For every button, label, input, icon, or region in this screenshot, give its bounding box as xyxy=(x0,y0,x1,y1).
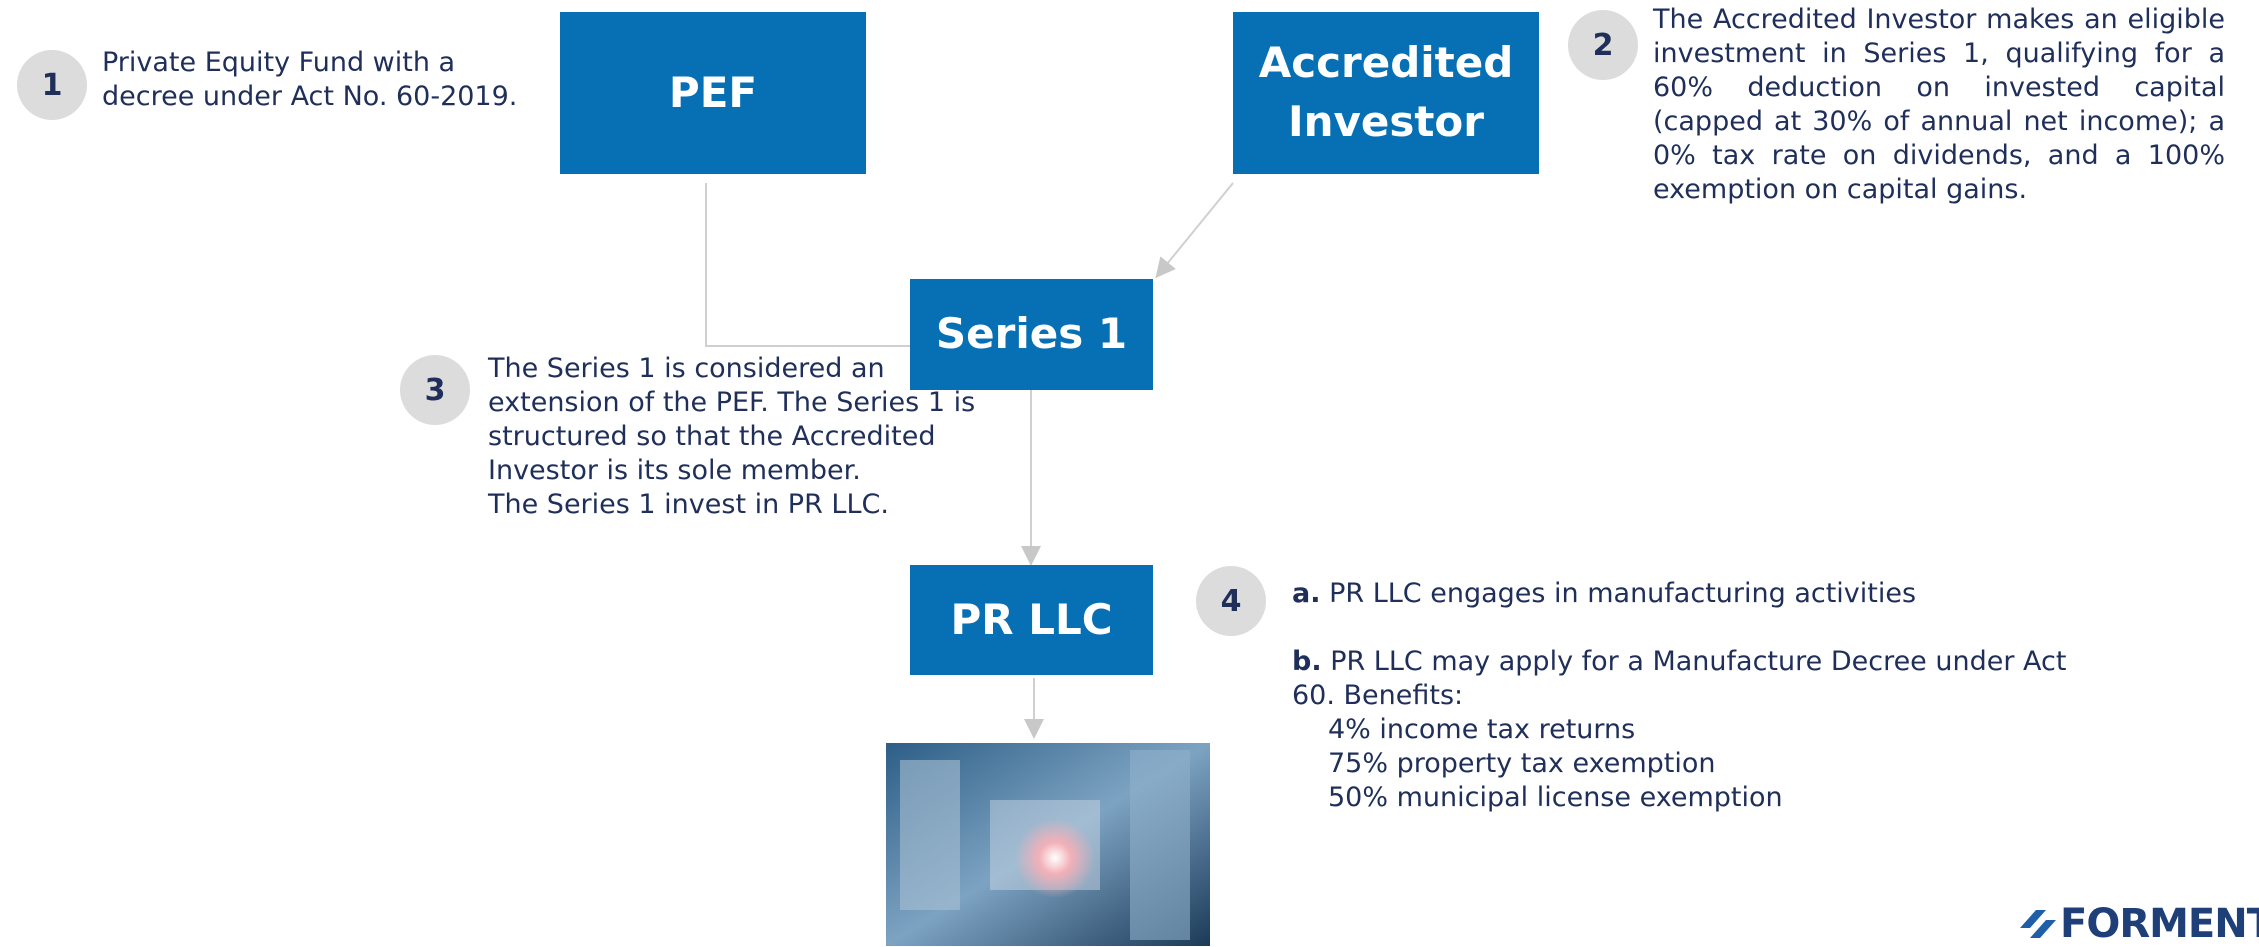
note-list: a. PR LLC engages in manufacturing activ… xyxy=(1292,577,2072,815)
factory-image xyxy=(886,743,1210,946)
connector xyxy=(706,183,910,346)
item: b. PR LLC may apply for a Manufacture De… xyxy=(1292,645,2072,713)
item-text: PR LLC engages in manufacturing activiti… xyxy=(1329,578,1916,609)
node-prllc: PR LLC xyxy=(910,565,1153,675)
benefit: 4% income tax returns xyxy=(1292,713,2072,747)
arrow xyxy=(1158,183,1233,275)
note-text: The Accredited Investor makes an eligibl… xyxy=(1653,3,2225,207)
benefit: 50% municipal license exemption xyxy=(1292,781,2072,815)
note-text: The Series 1 is considered an extension … xyxy=(488,352,1003,522)
logo-text: FORMENT xyxy=(2060,901,2259,947)
node-pef: PEF xyxy=(560,12,866,174)
node-investor: Accredited Investor xyxy=(1233,12,1539,174)
note-line: The Series 1 is considered an extension … xyxy=(488,352,1003,488)
step-number: 1 xyxy=(17,50,87,120)
step-number: 2 xyxy=(1568,10,1638,80)
page: PEF Accredited Investor Series 1 PR LLC … xyxy=(0,0,2259,946)
step-number: 3 xyxy=(400,355,470,425)
note-text: Private Equity Fund with a decree under … xyxy=(102,46,542,114)
note-line: The Series 1 invest in PR LLC. xyxy=(488,488,1003,522)
item-marker: a. xyxy=(1292,578,1320,609)
item: a. PR LLC engages in manufacturing activ… xyxy=(1292,577,2072,611)
item-text: PR LLC may apply for a Manufacture Decre… xyxy=(1292,646,2066,711)
item-marker: b. xyxy=(1292,646,1322,677)
benefit: 75% property tax exemption xyxy=(1292,747,2072,781)
step-number: 4 xyxy=(1196,566,1266,636)
logo-icon xyxy=(2016,904,2060,944)
logo: FORMENT xyxy=(2016,902,2259,946)
